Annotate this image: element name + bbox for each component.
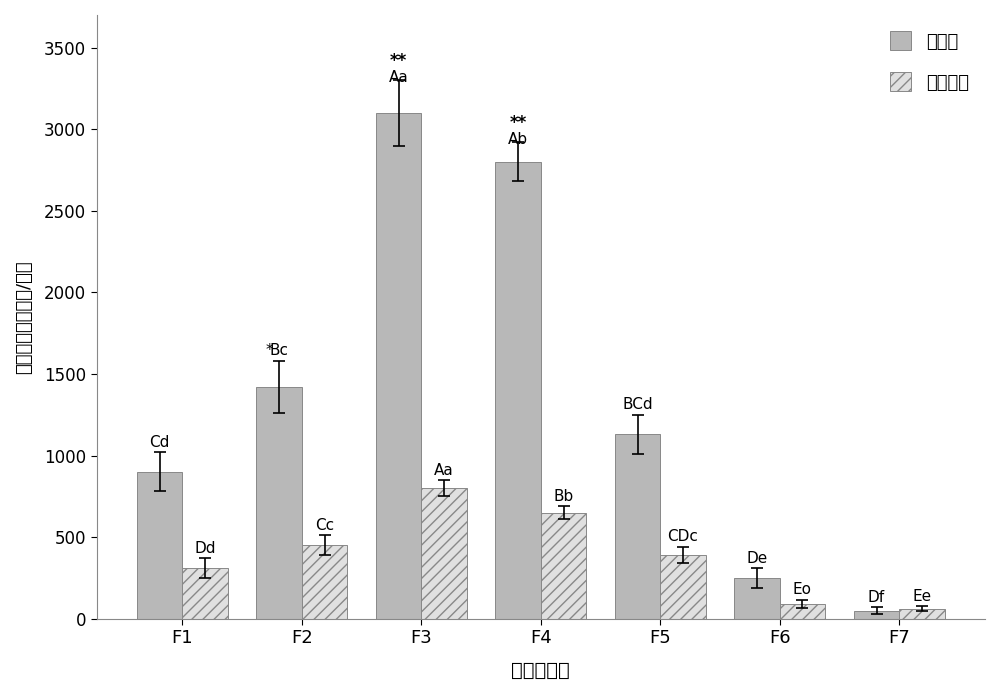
Bar [854,610,899,619]
Bar [780,604,825,619]
Bar [182,568,228,619]
Bar [256,387,302,619]
Text: Df: Df [868,590,885,605]
Text: Eo: Eo [793,582,812,598]
Text: Cc: Cc [315,518,334,533]
Text: Cd: Cd [150,435,170,450]
Bar [899,609,945,619]
Bar [302,546,347,619]
Bar [615,434,660,619]
Text: **: ** [390,53,407,70]
Text: BCd: BCd [622,398,653,412]
Text: CDc: CDc [668,530,698,544]
Text: Aa: Aa [434,463,454,477]
Text: *: * [266,343,273,358]
Y-axis label: 体胚发生数量（个/克）: 体胚发生数量（个/克） [15,260,33,374]
Legend: 总体胚, 成熟体胚: 总体胚, 成熟体胚 [882,24,976,99]
Bar [137,472,182,619]
Text: Ee: Ee [912,589,931,604]
Bar [734,578,780,619]
X-axis label: 培养基编号: 培养基编号 [511,661,570,680]
Text: Bb: Bb [553,489,574,504]
Text: Dd: Dd [194,541,216,556]
Text: **: ** [510,115,527,133]
Bar [541,513,586,619]
Bar [660,555,706,619]
Text: Ab: Ab [508,132,528,147]
Text: Bc: Bc [270,343,289,359]
Text: Aa: Aa [389,70,409,85]
Bar [376,113,421,619]
Bar [495,162,541,619]
Bar [421,488,467,619]
Text: De: De [746,550,768,566]
